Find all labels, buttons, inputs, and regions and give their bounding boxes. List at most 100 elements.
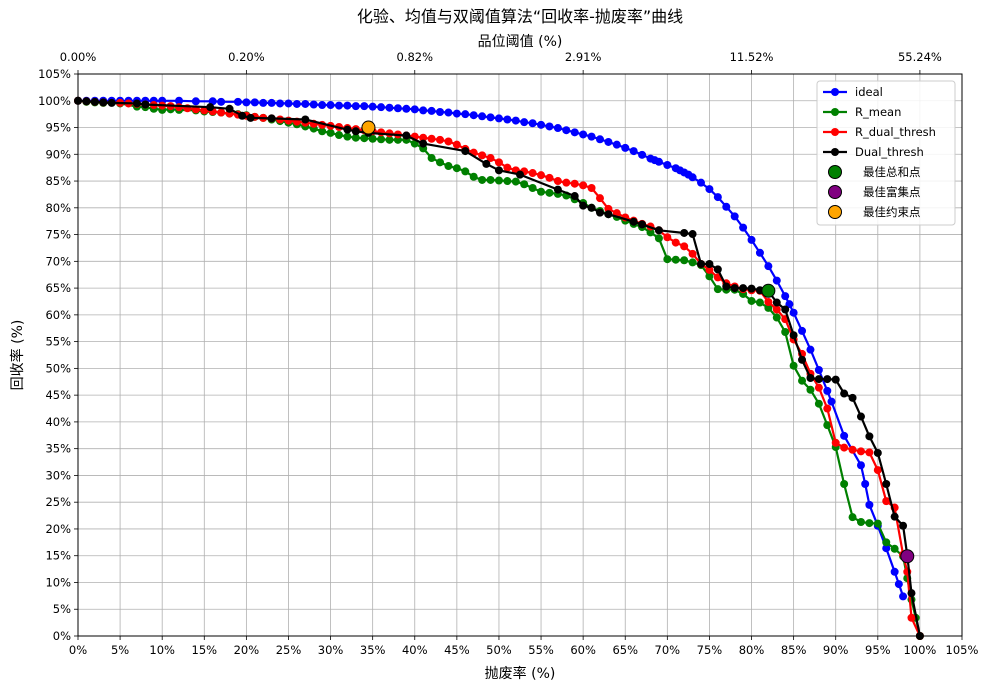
y-tick-label: 75% xyxy=(45,228,71,242)
y-tick-label: 80% xyxy=(45,201,71,215)
data-point-ideal xyxy=(798,326,807,335)
data-point-ideal xyxy=(894,580,903,589)
data-point-r-mean xyxy=(494,176,503,185)
data-point-ideal xyxy=(461,110,470,119)
data-point-dual-thresh xyxy=(722,282,731,291)
data-point-dual-thresh xyxy=(225,104,234,113)
data-point-ideal xyxy=(452,109,461,118)
data-point-dual-thresh xyxy=(697,260,706,269)
x-tick-label: 35% xyxy=(360,643,386,657)
data-point-dual-thresh xyxy=(730,284,739,293)
data-point-r-mean xyxy=(755,298,764,307)
data-point-r-dual-thresh xyxy=(688,249,697,258)
data-point-r-dual-thresh xyxy=(486,154,495,163)
data-point-r-mean xyxy=(545,188,554,197)
data-point-r-mean xyxy=(680,256,689,265)
data-point-dual-thresh xyxy=(823,375,832,384)
y-tick-label: 0% xyxy=(53,629,71,643)
data-point-dual-thresh xyxy=(882,479,891,488)
data-point-dual-thresh xyxy=(856,412,865,421)
data-point-ideal xyxy=(537,120,546,129)
data-point-ideal xyxy=(814,365,823,374)
data-point-ideal xyxy=(259,98,268,107)
data-point-r-dual-thresh xyxy=(705,265,714,274)
data-point-dual-thresh xyxy=(99,98,108,107)
data-point-r-mean xyxy=(368,134,377,143)
data-point-r-dual-thresh xyxy=(377,128,386,137)
data-point-ideal xyxy=(503,115,512,124)
data-point-dual-thresh xyxy=(82,97,91,106)
data-point-r-mean xyxy=(469,172,478,181)
data-point-ideal xyxy=(343,101,352,110)
data-point-ideal xyxy=(326,101,335,110)
data-point-r-mean xyxy=(814,399,823,408)
top-tick-label: 2.91% xyxy=(565,50,602,64)
y-tick-label: 25% xyxy=(45,495,71,509)
data-point-r-dual-thresh xyxy=(680,242,689,251)
legend-label: Dual_thresh xyxy=(855,145,924,159)
data-point-r-dual-thresh xyxy=(503,163,512,172)
data-point-ideal xyxy=(705,185,714,194)
data-point-dual-thresh xyxy=(206,103,215,112)
data-point-r-dual-thresh xyxy=(671,238,680,247)
data-point-r-dual-thresh xyxy=(907,613,916,622)
data-point-ideal xyxy=(688,173,697,182)
data-point-r-dual-thresh xyxy=(537,171,546,180)
data-point-r-mean xyxy=(537,187,546,196)
y-tick-label: 40% xyxy=(45,415,71,429)
data-point-r-dual-thresh xyxy=(823,404,832,413)
x-tick-label: 15% xyxy=(192,643,218,657)
data-point-ideal xyxy=(785,300,794,309)
x-tick-label: 80% xyxy=(739,643,765,657)
data-point-dual-thresh xyxy=(688,230,697,239)
data-point-r-mean xyxy=(528,184,537,193)
x-tick-label: 30% xyxy=(318,643,344,657)
data-point-r-mean xyxy=(343,132,352,141)
y-axis-label: 回收率 (%) xyxy=(9,320,26,391)
data-point-r-mean xyxy=(747,296,756,305)
data-point-dual-thresh xyxy=(806,374,815,383)
data-point-ideal xyxy=(823,386,832,395)
special-point xyxy=(761,283,776,298)
data-point-ideal xyxy=(562,126,571,135)
data-point-ideal xyxy=(191,97,200,106)
data-point-r-mean xyxy=(646,228,655,237)
x-tick-label: 100% xyxy=(903,643,936,657)
data-point-dual-thresh xyxy=(516,170,524,179)
top-tick-label: 0.20% xyxy=(228,50,265,64)
data-point-dual-thresh xyxy=(132,99,141,108)
data-point-dual-thresh xyxy=(890,512,899,521)
x-tick-label: 95% xyxy=(865,643,891,657)
legend-marker xyxy=(831,108,839,116)
data-point-r-mean xyxy=(486,175,495,184)
data-point-ideal xyxy=(419,106,428,115)
data-point-r-dual-thresh xyxy=(663,233,672,242)
data-point-dual-thresh xyxy=(781,305,790,314)
data-point-ideal xyxy=(713,193,722,202)
data-point-ideal xyxy=(730,212,739,221)
data-point-r-dual-thresh xyxy=(873,466,882,475)
data-point-dual-thresh xyxy=(494,166,503,175)
special-points xyxy=(361,120,915,564)
data-point-r-mean xyxy=(503,177,512,186)
data-point-dual-thresh xyxy=(246,113,255,122)
x-tick-label: 50% xyxy=(486,643,512,657)
data-point-ideal xyxy=(276,99,285,108)
data-point-r-mean xyxy=(671,255,680,264)
data-point-ideal xyxy=(827,397,836,406)
top-tick-label: 0.00% xyxy=(60,50,97,64)
legend-label: 最佳富集点 xyxy=(863,185,921,199)
x-tick-label: 60% xyxy=(570,643,596,657)
data-point-ideal xyxy=(806,345,815,354)
y-tick-label: 35% xyxy=(45,442,71,456)
data-point-r-mean xyxy=(688,258,697,267)
data-point-r-mean xyxy=(444,162,453,171)
legend-marker xyxy=(828,205,842,219)
data-point-r-mean xyxy=(772,313,781,322)
data-point-r-dual-thresh xyxy=(419,133,428,142)
legend: ideal R_mean R_dual_thresh Dual_thresh 最佳总和点… xyxy=(816,80,956,226)
data-point-dual-thresh xyxy=(301,115,310,124)
data-point-dual-thresh xyxy=(638,220,647,229)
data-point-r-mean xyxy=(890,544,899,553)
